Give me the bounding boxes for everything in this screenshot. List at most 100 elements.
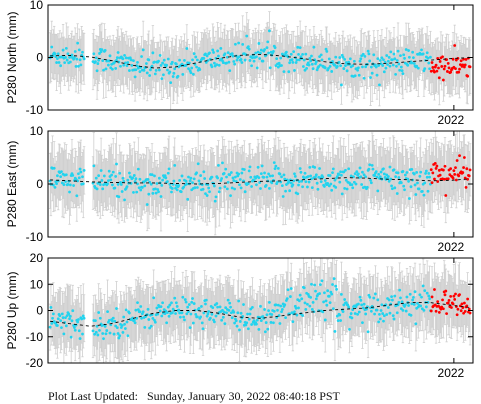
data-point: [116, 51, 120, 54]
data-point: [368, 163, 372, 167]
data-point: [400, 69, 404, 73]
data-point: [106, 63, 110, 67]
data-point: [135, 190, 139, 194]
data-point: [196, 162, 200, 166]
data-point: [56, 174, 59, 178]
data-point: [310, 186, 314, 190]
recent-data-point: [431, 66, 435, 69]
data-point: [343, 186, 347, 190]
data-point: [385, 54, 389, 57]
data-point: [111, 183, 114, 187]
data-point: [345, 187, 349, 191]
data-point: [159, 63, 163, 67]
data-point: [334, 55, 338, 59]
data-point: [204, 52, 207, 56]
data-point: [81, 182, 85, 186]
data-point: [174, 62, 178, 66]
data-point: [344, 61, 348, 64]
data-point: [157, 190, 160, 194]
data-point: [387, 55, 391, 59]
data-point: [92, 164, 96, 168]
data-point: [302, 176, 306, 180]
data-point: [387, 179, 391, 183]
data-point: [259, 187, 262, 190]
data-point: [308, 56, 312, 60]
y-axis-label: P280 North (mm): [5, 11, 19, 103]
data-point: [338, 180, 342, 184]
data-point: [235, 58, 239, 62]
data-point: [378, 83, 381, 87]
data-point: [146, 178, 150, 181]
data-point: [259, 172, 263, 176]
data-point: [297, 180, 301, 183]
data-point: [64, 46, 68, 50]
data-point: [302, 58, 306, 62]
data-point: [189, 176, 193, 180]
data-point: [350, 183, 354, 186]
data-point: [381, 64, 385, 67]
data-point: [306, 61, 310, 65]
recent-data-point: [433, 161, 437, 165]
data-point: [232, 179, 236, 183]
data-point: [334, 185, 338, 189]
data-point: [151, 51, 155, 55]
data-point: [178, 178, 181, 182]
data-point: [61, 48, 65, 52]
data-point: [307, 63, 311, 67]
data-point: [211, 48, 215, 52]
data-point: [68, 60, 72, 64]
data-point: [394, 175, 398, 179]
data-point: [274, 164, 278, 168]
data-point: [148, 74, 152, 77]
data-point: [358, 59, 362, 63]
data-point: [386, 63, 389, 66]
data-point: [210, 175, 214, 179]
data-point: [291, 60, 295, 64]
data-point: [344, 168, 347, 172]
data-point: [210, 65, 214, 69]
data-point: [206, 59, 210, 62]
data-point: [326, 181, 330, 185]
data-point: [356, 68, 359, 72]
data-point: [425, 51, 429, 55]
panel-1: -10 0 10 2022 P280 North (mm): [5, 0, 474, 127]
data-point: [220, 177, 224, 180]
data-point: [333, 178, 337, 182]
recent-data-point: [437, 168, 441, 172]
data-point: [123, 198, 126, 202]
data-point: [252, 59, 256, 63]
data-point: [272, 161, 276, 165]
data-point: [267, 51, 270, 55]
data-point: [412, 172, 416, 176]
data-point: [102, 174, 106, 178]
data-point: [407, 49, 410, 52]
data-point: [392, 168, 396, 172]
data-point: [78, 58, 82, 62]
data-point: [314, 173, 318, 177]
data-point: [364, 175, 368, 179]
data-point: [370, 164, 374, 167]
data-point: [243, 190, 247, 194]
recent-data-point: [461, 171, 465, 174]
data-point: [194, 55, 198, 59]
data-point: [303, 171, 307, 175]
data-point: [382, 167, 385, 171]
data-point: [257, 176, 261, 180]
data-point: [398, 68, 402, 72]
recent-data-point: [462, 57, 465, 61]
data-point: [313, 165, 317, 169]
data-point: [231, 54, 235, 58]
data-point: [389, 50, 393, 54]
data-point: [227, 60, 231, 64]
data-point: [108, 54, 112, 58]
data-point: [59, 64, 63, 68]
data-point: [365, 185, 369, 189]
data-point: [77, 172, 80, 176]
data-point: [213, 199, 217, 203]
data-point: [157, 176, 161, 180]
data-point: [260, 164, 264, 168]
recent-data-point: [452, 169, 456, 173]
data-point: [229, 171, 233, 174]
panel-2: -10 0 10 2022 P280 East (mm): [5, 124, 474, 254]
data-point: [410, 167, 414, 171]
